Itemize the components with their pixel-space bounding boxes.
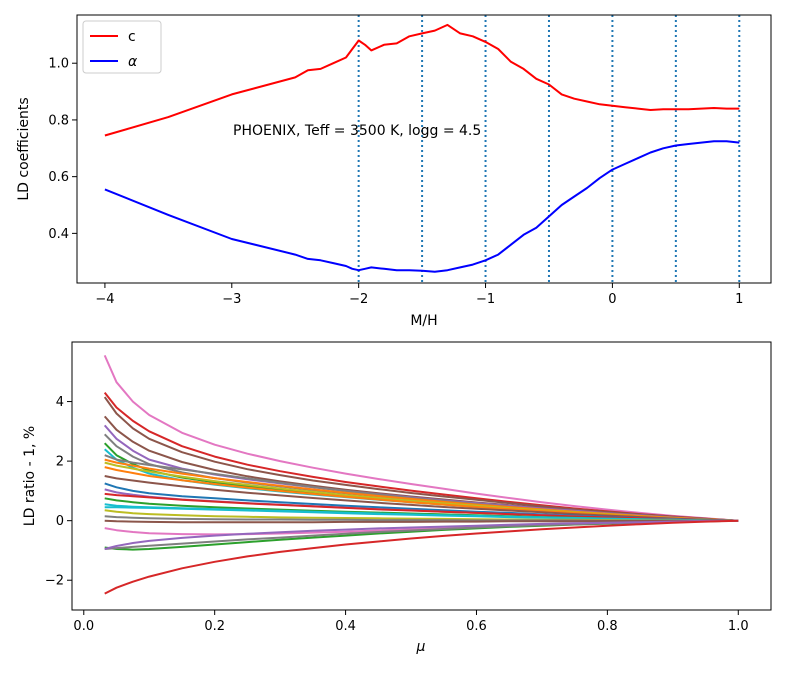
y-tick-label: 4 bbox=[56, 395, 64, 410]
top-x-axis-label: M/H bbox=[410, 313, 437, 329]
bottom-x-ticks: 0.0 0.2 0.4 0.6 0.8 1.0 bbox=[73, 610, 749, 634]
ld-ratio-curve-0 bbox=[103, 354, 739, 522]
ld-ratio-curve-25 bbox=[104, 519, 739, 550]
x-tick-label: 0 bbox=[608, 292, 616, 307]
x-tick-label: −1 bbox=[476, 292, 495, 307]
ld-ratio-curve-26 bbox=[104, 519, 739, 595]
series-line-alpha bbox=[104, 140, 740, 273]
y-tick-label: 0.4 bbox=[48, 227, 69, 242]
ld-ratio-curve-21 bbox=[104, 519, 739, 524]
x-tick-label: 1.0 bbox=[728, 619, 749, 634]
x-tick-label: 0.2 bbox=[204, 619, 225, 634]
y-tick-label: 2 bbox=[56, 455, 64, 470]
bottom-chart: 0.0 0.2 0.4 0.6 0.8 1.0 −2 0 2 4 μ LD ratio - 1,… bbox=[22, 341, 772, 655]
y-tick-label: 0.8 bbox=[48, 113, 69, 128]
bottom-y-axis-label: LD ratio - 1, % bbox=[22, 426, 38, 526]
x-tick-label: 0.8 bbox=[597, 619, 618, 634]
top-y-axis-label: LD coefficients bbox=[16, 97, 32, 200]
x-tick-label: −2 bbox=[349, 292, 368, 307]
x-tick-label: −4 bbox=[95, 292, 114, 307]
bottom-y-ticks: −2 0 2 4 bbox=[45, 395, 72, 589]
legend-label-c: c bbox=[128, 29, 136, 45]
ld-ratio-curve-15 bbox=[104, 492, 739, 522]
x-tick-label: 0.6 bbox=[466, 619, 487, 634]
bottom-plot-area bbox=[103, 354, 739, 595]
y-tick-label: −2 bbox=[45, 574, 64, 589]
top-y-ticks: 0.4 0.6 0.8 1.0 bbox=[48, 57, 77, 242]
x-tick-label: −3 bbox=[222, 292, 241, 307]
y-tick-label: 1.0 bbox=[48, 57, 69, 72]
legend-label-alpha: α bbox=[128, 54, 138, 70]
series-line-c bbox=[104, 23, 740, 137]
top-plot-area bbox=[104, 15, 741, 283]
top-x-ticks: −4 −3 −2 −1 0 1 bbox=[95, 283, 743, 307]
x-tick-label: 1 bbox=[735, 292, 743, 307]
legend-box bbox=[82, 20, 162, 74]
bottom-x-axis-label: μ bbox=[416, 639, 426, 655]
top-axes-frame bbox=[76, 14, 772, 284]
ld-ratio-curve-18 bbox=[104, 506, 739, 522]
bottom-axes-frame bbox=[71, 341, 772, 611]
ld-ratio-curve-12 bbox=[104, 475, 739, 522]
top-chart: −4 −3 −2 −1 0 1 0.4 0.6 0.8 1.0 M/H LD coefficie… bbox=[16, 14, 772, 329]
y-tick-label: 0.6 bbox=[48, 170, 69, 185]
x-tick-label: 0.0 bbox=[73, 619, 94, 634]
top-legend: c α bbox=[82, 20, 162, 74]
top-annotation: PHOENIX, Teff = 3500 K, logg = 4.5 bbox=[233, 123, 481, 139]
y-tick-label: 0 bbox=[56, 514, 64, 529]
x-tick-label: 0.4 bbox=[335, 619, 356, 634]
